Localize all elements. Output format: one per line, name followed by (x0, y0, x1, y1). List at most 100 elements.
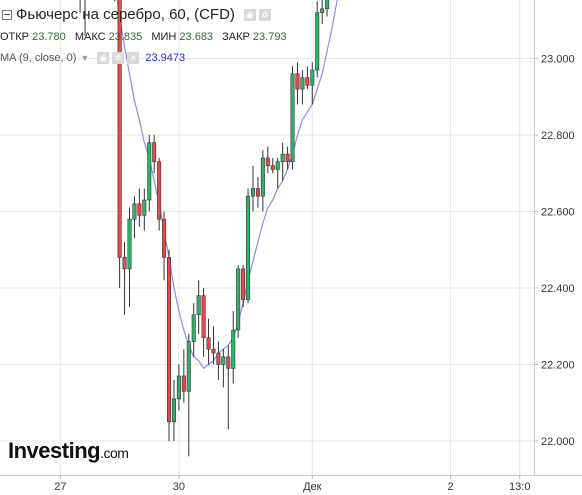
candle-body (191, 314, 196, 342)
candle (295, 62, 300, 105)
candle-body (241, 268, 246, 300)
chart-grid (0, 0, 582, 476)
candle-body (315, 12, 320, 71)
candle (211, 326, 216, 365)
candle-body (186, 341, 191, 392)
candle-body (255, 188, 260, 197)
logo-suffix: .com (100, 445, 129, 461)
collapse-icon[interactable] (2, 9, 12, 20)
gear-icon[interactable]: ✲ (112, 52, 125, 64)
candle-body (246, 195, 251, 300)
ma-series (116, 0, 338, 370)
title-row: Фьючерс на серебро, 60, (CFD) ◉ ✲ (2, 6, 271, 23)
gear-icon[interactable]: ✲ (258, 8, 271, 21)
y-tick-label: 22.000 (541, 436, 575, 448)
candle (226, 345, 231, 430)
candle (280, 142, 285, 181)
candle (231, 310, 236, 384)
candle (157, 157, 162, 231)
candle-body (295, 73, 300, 90)
candle-body (305, 77, 310, 86)
candle-body (152, 142, 157, 163)
candle (196, 280, 201, 334)
ma-line (116, 0, 338, 370)
eye-icon[interactable]: ◉ (243, 8, 256, 21)
ohlc-row: ОТКР 23.780 МАКС 23.835 МИН 23.683 ЗАКР … (0, 31, 293, 43)
candle (122, 242, 127, 315)
candle-body (201, 295, 206, 339)
y-tick-label: 23.000 (541, 54, 575, 66)
candle (191, 303, 196, 357)
candle (216, 341, 221, 380)
candle-body (285, 153, 290, 163)
candle (206, 318, 211, 365)
candle (132, 196, 137, 239)
candle-body (211, 348, 216, 354)
candle (137, 188, 142, 227)
candle (147, 135, 152, 212)
candle (186, 333, 191, 457)
y-tick-label: 22.800 (541, 130, 575, 142)
candle-body (181, 375, 186, 392)
candle (142, 188, 147, 231)
ma-legend-row: MA (9, close, 0) ▼ ◉ ✲ ✕ 23.9473 (0, 52, 185, 64)
candle-body (216, 352, 221, 365)
candle (79, 0, 81, 13)
candle (152, 135, 157, 174)
candle-body (265, 157, 270, 166)
candle (241, 265, 246, 308)
candle-body (176, 375, 181, 400)
logo-brand: Investing (8, 438, 101, 463)
candle (236, 265, 241, 338)
eye-icon[interactable]: ◉ (97, 52, 110, 64)
candle (251, 165, 256, 212)
ohlc-high-label: МАКС (74, 31, 106, 43)
candle (171, 379, 176, 441)
ohlc-open-label: ОТКР (0, 31, 30, 43)
candle (300, 69, 305, 105)
close-icon[interactable]: ✕ (127, 52, 140, 64)
ohlc-open-value: 23.780 (32, 31, 66, 43)
candle (114, 0, 116, 2)
candle-body (167, 257, 172, 423)
candle (201, 288, 206, 357)
candle (117, 0, 122, 288)
ohlc-close-label: ЗАКР (222, 31, 250, 43)
candle-body (171, 398, 176, 423)
ohlc-close-value: 23.793 (252, 31, 287, 43)
candle-body (320, 8, 325, 13)
candle (285, 146, 290, 170)
candle-body (236, 268, 241, 331)
candle (265, 146, 270, 174)
candle-body (127, 218, 132, 270)
candle-body (147, 142, 152, 201)
candle (290, 66, 295, 170)
candle-body (270, 165, 275, 170)
candle-body (290, 73, 295, 163)
price-axis: 22.00022.20022.40022.60022.80023.00023.2… (534, 54, 575, 448)
candles (79, 0, 330, 457)
candle-body (221, 356, 226, 365)
ohlc-high-value: 23.835 (108, 31, 143, 43)
candle (260, 150, 265, 212)
time-axis: 27 30 Дек 2 13:0 (54, 475, 530, 493)
brand-logo: Investing.com (8, 438, 129, 464)
candle-body (325, 0, 330, 10)
candle-body (137, 203, 142, 216)
candle (320, 0, 325, 25)
chevron-down-icon[interactable]: ▼ (80, 53, 90, 63)
x-tick-label: 30 (173, 481, 185, 493)
candle-body (231, 329, 236, 369)
candle-body (226, 356, 231, 369)
ma-value: 23.9473 (145, 52, 186, 64)
candle (221, 349, 226, 388)
ma-label: MA (9, close, 0) (0, 52, 77, 64)
candle-body (280, 153, 285, 163)
candle (181, 349, 186, 403)
chart-title: Фьючерс на серебро, 60, (CFD) (16, 6, 235, 23)
y-tick-label: 22.400 (541, 283, 575, 295)
candle (315, 1, 320, 78)
candle-body (275, 161, 280, 170)
candle (270, 157, 275, 174)
